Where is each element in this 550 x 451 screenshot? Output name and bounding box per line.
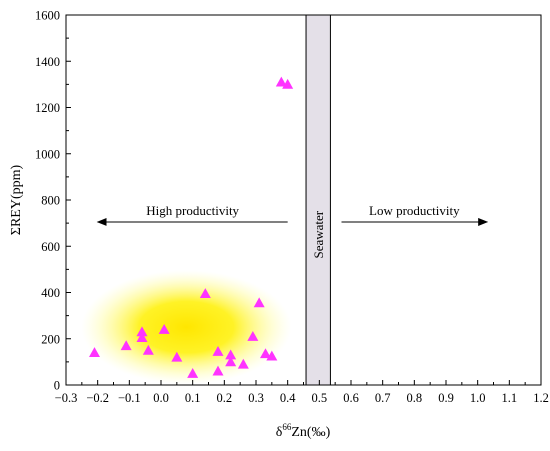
data-point [89,347,100,358]
y-tick-label: 1000 [35,147,60,161]
x-tick-label: −0.1 [118,391,141,405]
data-point [120,340,132,351]
x-tick-label: 0.4 [280,391,296,405]
x-axis-label-superscript: 66 [282,422,292,432]
data-point [171,351,183,362]
x-tick-label: 0.6 [343,391,359,405]
x-axis-label: δ66Zn(‰) [276,422,331,440]
y-tick-label: 600 [41,240,60,254]
x-axis-label-prefix: δ [276,425,283,440]
x-tick-label: 0.1 [185,391,201,405]
y-tick-label: 1200 [35,101,60,115]
y-tick-label: 200 [41,332,60,346]
x-tick-label: 1.2 [533,391,549,405]
y-axis: 0 200 400 600 800 1000 1200 1400 1600 [35,9,71,393]
data-point [225,349,237,360]
x-tick-label: −0.2 [86,391,109,405]
x-tick-label: −0.3 [55,391,78,405]
data-point [187,367,199,378]
data-point [199,288,211,299]
y-tick-label: 1400 [35,55,60,69]
data-point [136,332,148,342]
data-point [266,350,278,361]
x-tick-label: 1.0 [470,391,486,405]
x-tick-label: 0.7 [375,391,391,405]
data-point [253,297,265,308]
x-tick-label: 0.5 [312,391,328,405]
highlight-glow [81,270,292,385]
x-tick-label: 1.1 [502,391,518,405]
data-point [212,345,224,356]
data-point [212,365,224,376]
data-point [237,358,249,369]
data-point [136,326,148,337]
seawater-label: Seawater [311,210,326,258]
y-tick-label: 0 [54,379,60,393]
y-tick-label: 400 [41,286,60,300]
y-tick-label: 800 [41,194,60,208]
x-tick-label: 0.3 [248,391,264,405]
annotation-label: Low productivity [369,203,460,218]
x-tick-label: 0.0 [153,391,169,405]
x-tick-label: 0.8 [407,391,423,405]
y-axis-label: ΣREY(ppm) [9,164,24,235]
data-point [275,76,287,87]
data-point [142,344,154,355]
x-axis-label-main: Zn(‰) [291,425,330,440]
y-tick-label: 1600 [35,9,60,23]
data-point [282,78,294,89]
data-point [247,330,259,341]
data-point [158,324,170,334]
x-axis: −0.3 −0.2 −0.1 0.0 0.1 0.2 0.3 0.4 0.5 0.6 0.7 0.8 0… [55,380,549,405]
data-point [260,348,271,359]
x-tick-label: 0.9 [438,391,454,405]
annotation-label: High productivity [146,203,239,218]
data-point [225,356,237,367]
seawater-band [305,14,331,386]
x-tick-label: 0.2 [217,391,233,405]
